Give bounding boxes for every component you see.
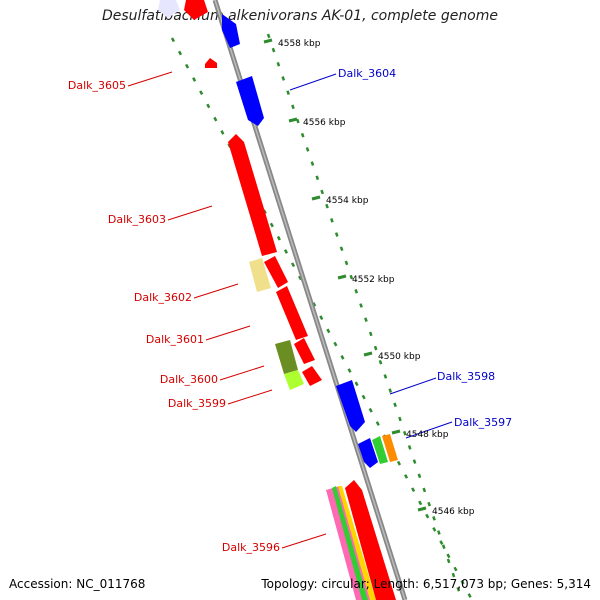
gene-arrow-dalk-3604 [236, 76, 264, 126]
gene-arrow-dalk-3596-c [338, 486, 376, 600]
label-dalk-3599: Dalk_3599 [168, 397, 226, 410]
label-dalk-3598: Dalk_3598 [437, 370, 495, 383]
gene-arrow-dalk-3602-red [264, 256, 288, 288]
gene-arrow-dalk-3601 [276, 286, 308, 340]
callout-dalk-3603 [167, 205, 213, 221]
label-dalk-3603: Dalk_3603 [108, 213, 166, 226]
kbp-tick-4556 [288, 117, 298, 123]
kbp-tick-4558 [263, 38, 273, 44]
gene-arrow-dalk-3597-orange [382, 434, 398, 462]
callout-dalk-3597 [405, 421, 453, 439]
accession-text: Accession: NC_011768 [9, 577, 146, 591]
callout-dalk-3605 [127, 71, 173, 87]
gene-arrow-red-b [294, 338, 315, 364]
label-dalk-3604: Dalk_3604 [338, 67, 396, 80]
gene-arrow-dalk-3605 [205, 58, 217, 68]
kbp-tick-4550 [363, 351, 373, 357]
gene-arrow-red-c [302, 366, 322, 386]
label-dalk-3596: Dalk_3596 [222, 541, 280, 554]
outer-dotted-track [266, 33, 464, 600]
callout-dalk-3598 [389, 377, 437, 395]
callout-dalk-3600 [219, 365, 265, 381]
label-dalk-3605: Dalk_3605 [68, 79, 126, 92]
kbp-label-4554: 4554 kbp [326, 196, 369, 206]
callout-dalk-3602 [193, 283, 239, 299]
callout-dalk-3601 [205, 325, 251, 341]
callout-dalk-3599 [227, 389, 273, 405]
label-dalk-3597: Dalk_3597 [454, 416, 512, 429]
gene-arrow-dalk-3602 [249, 258, 271, 292]
kbp-label-4550: 4550 kbp [378, 352, 421, 362]
label-dalk-3600: Dalk_3600 [160, 373, 218, 386]
kbp-label-4552: 4552 kbp [352, 275, 395, 285]
gene-arrow-dalk-3596-d [345, 480, 396, 600]
kbp-label-4558: 4558 kbp [278, 39, 321, 49]
inner-dotted-track [170, 37, 474, 600]
gene-arrow-dalk-3597-blue [358, 438, 378, 468]
kbp-tick-4552 [337, 274, 347, 280]
kbp-label-4548: 4548 kbp [406, 430, 449, 440]
gene-arrow-top-red [184, 0, 208, 20]
summary-text: Topology: circular; Length: 6,517,073 bp… [261, 577, 591, 591]
gene-arrow-dalk-3603 [228, 134, 277, 256]
gene-arrow-dalk-3597-green [372, 436, 388, 464]
gene-arrow-dalk-3600 [275, 340, 298, 374]
callout-dalk-3596 [281, 533, 327, 549]
gene-arrow-top-blue [222, 14, 240, 48]
callout-dalk-3604 [289, 73, 337, 91]
gene-arrow-top-faint [158, 0, 180, 18]
kbp-label-4546: 4546 kbp [432, 507, 475, 517]
label-dalk-3602: Dalk_3602 [134, 291, 192, 304]
kbp-label-4556: 4556 kbp [303, 118, 346, 128]
kbp-tick-4546 [417, 506, 427, 512]
kbp-tick-4554 [311, 195, 321, 201]
gene-arrow-dalk-3598 [336, 380, 365, 432]
kbp-tick-4548 [391, 429, 401, 435]
label-dalk-3601: Dalk_3601 [146, 333, 204, 346]
gene-arrow-dalk-3596-b [332, 486, 368, 600]
gene-arrow-dalk-3599 [284, 370, 304, 390]
